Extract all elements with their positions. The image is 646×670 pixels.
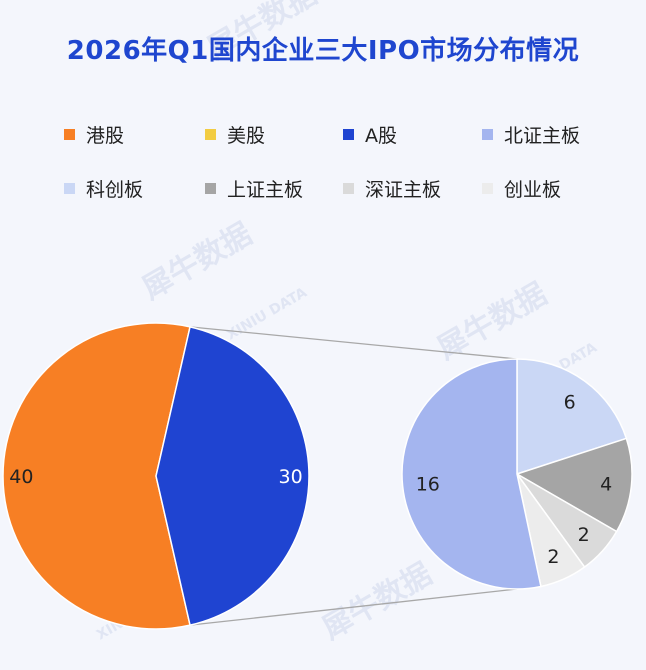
connector-line: [189, 588, 518, 626]
breakdown-pie-data-label: 6: [564, 391, 576, 413]
chart-title: 2026年Q1国内企业三大IPO市场分布情况: [66, 36, 580, 66]
legend-label: 港股: [86, 125, 125, 147]
legend-label: 美股: [227, 125, 266, 147]
main-pie: 40 30: [2, 322, 310, 630]
legend-swatch: [482, 129, 493, 140]
breakdown-pie-data-label: 2: [547, 546, 559, 568]
connector-lines: [189, 326, 518, 626]
legend-item-star: 科创板: [64, 175, 143, 202]
legend-label: 科创板: [86, 179, 144, 201]
legend-item-chinext: 创业板: [482, 175, 561, 202]
legend-item-a-share: A股: [343, 121, 397, 148]
watermark-text: 犀牛数据: [317, 557, 438, 647]
breakdown-pie-slice-北证主板: [401, 358, 542, 590]
breakdown-pie-data-label: 16: [416, 473, 440, 495]
legend-item-hk: 港股: [64, 121, 124, 148]
legend-label: A股: [365, 125, 397, 147]
main-pie-slice-港股: [2, 322, 191, 630]
watermark-text: 犀牛数据: [432, 277, 553, 367]
main-pie-data-label: 40: [9, 466, 33, 488]
legend-label: 上证主板: [227, 179, 304, 201]
legend-label: 创业板: [504, 179, 562, 201]
main-pie-slice-A股: [155, 325, 310, 627]
watermark-text: 犀牛数据: [137, 217, 258, 307]
legend-item-szse: 深证主板: [343, 175, 441, 202]
breakdown-pie: 6 4 22 16: [401, 358, 633, 590]
legend-label: 深证主板: [365, 179, 442, 201]
connector-line: [189, 326, 518, 360]
legend-swatch: [205, 183, 216, 194]
legend-swatch: [205, 129, 216, 140]
breakdown-pie-data-label: 4: [600, 473, 612, 495]
breakdown-pie-data-label: 2: [578, 524, 590, 546]
legend-swatch: [64, 183, 75, 194]
legend-swatch: [343, 129, 354, 140]
breakdown-pie-slice-上证主板: [515, 437, 633, 533]
legend-item-bse: 北证主板: [482, 121, 580, 148]
legend-item-us: 美股: [205, 121, 265, 148]
legend-swatch: [64, 129, 75, 140]
legend-swatch: [482, 183, 493, 194]
legend-swatch: [343, 183, 354, 194]
legend-item-sse: 上证主板: [205, 175, 303, 202]
legend-label: 北证主板: [504, 125, 581, 147]
main-pie-data-label: 30: [279, 466, 303, 488]
breakdown-pie-slice-科创板: [516, 358, 628, 476]
